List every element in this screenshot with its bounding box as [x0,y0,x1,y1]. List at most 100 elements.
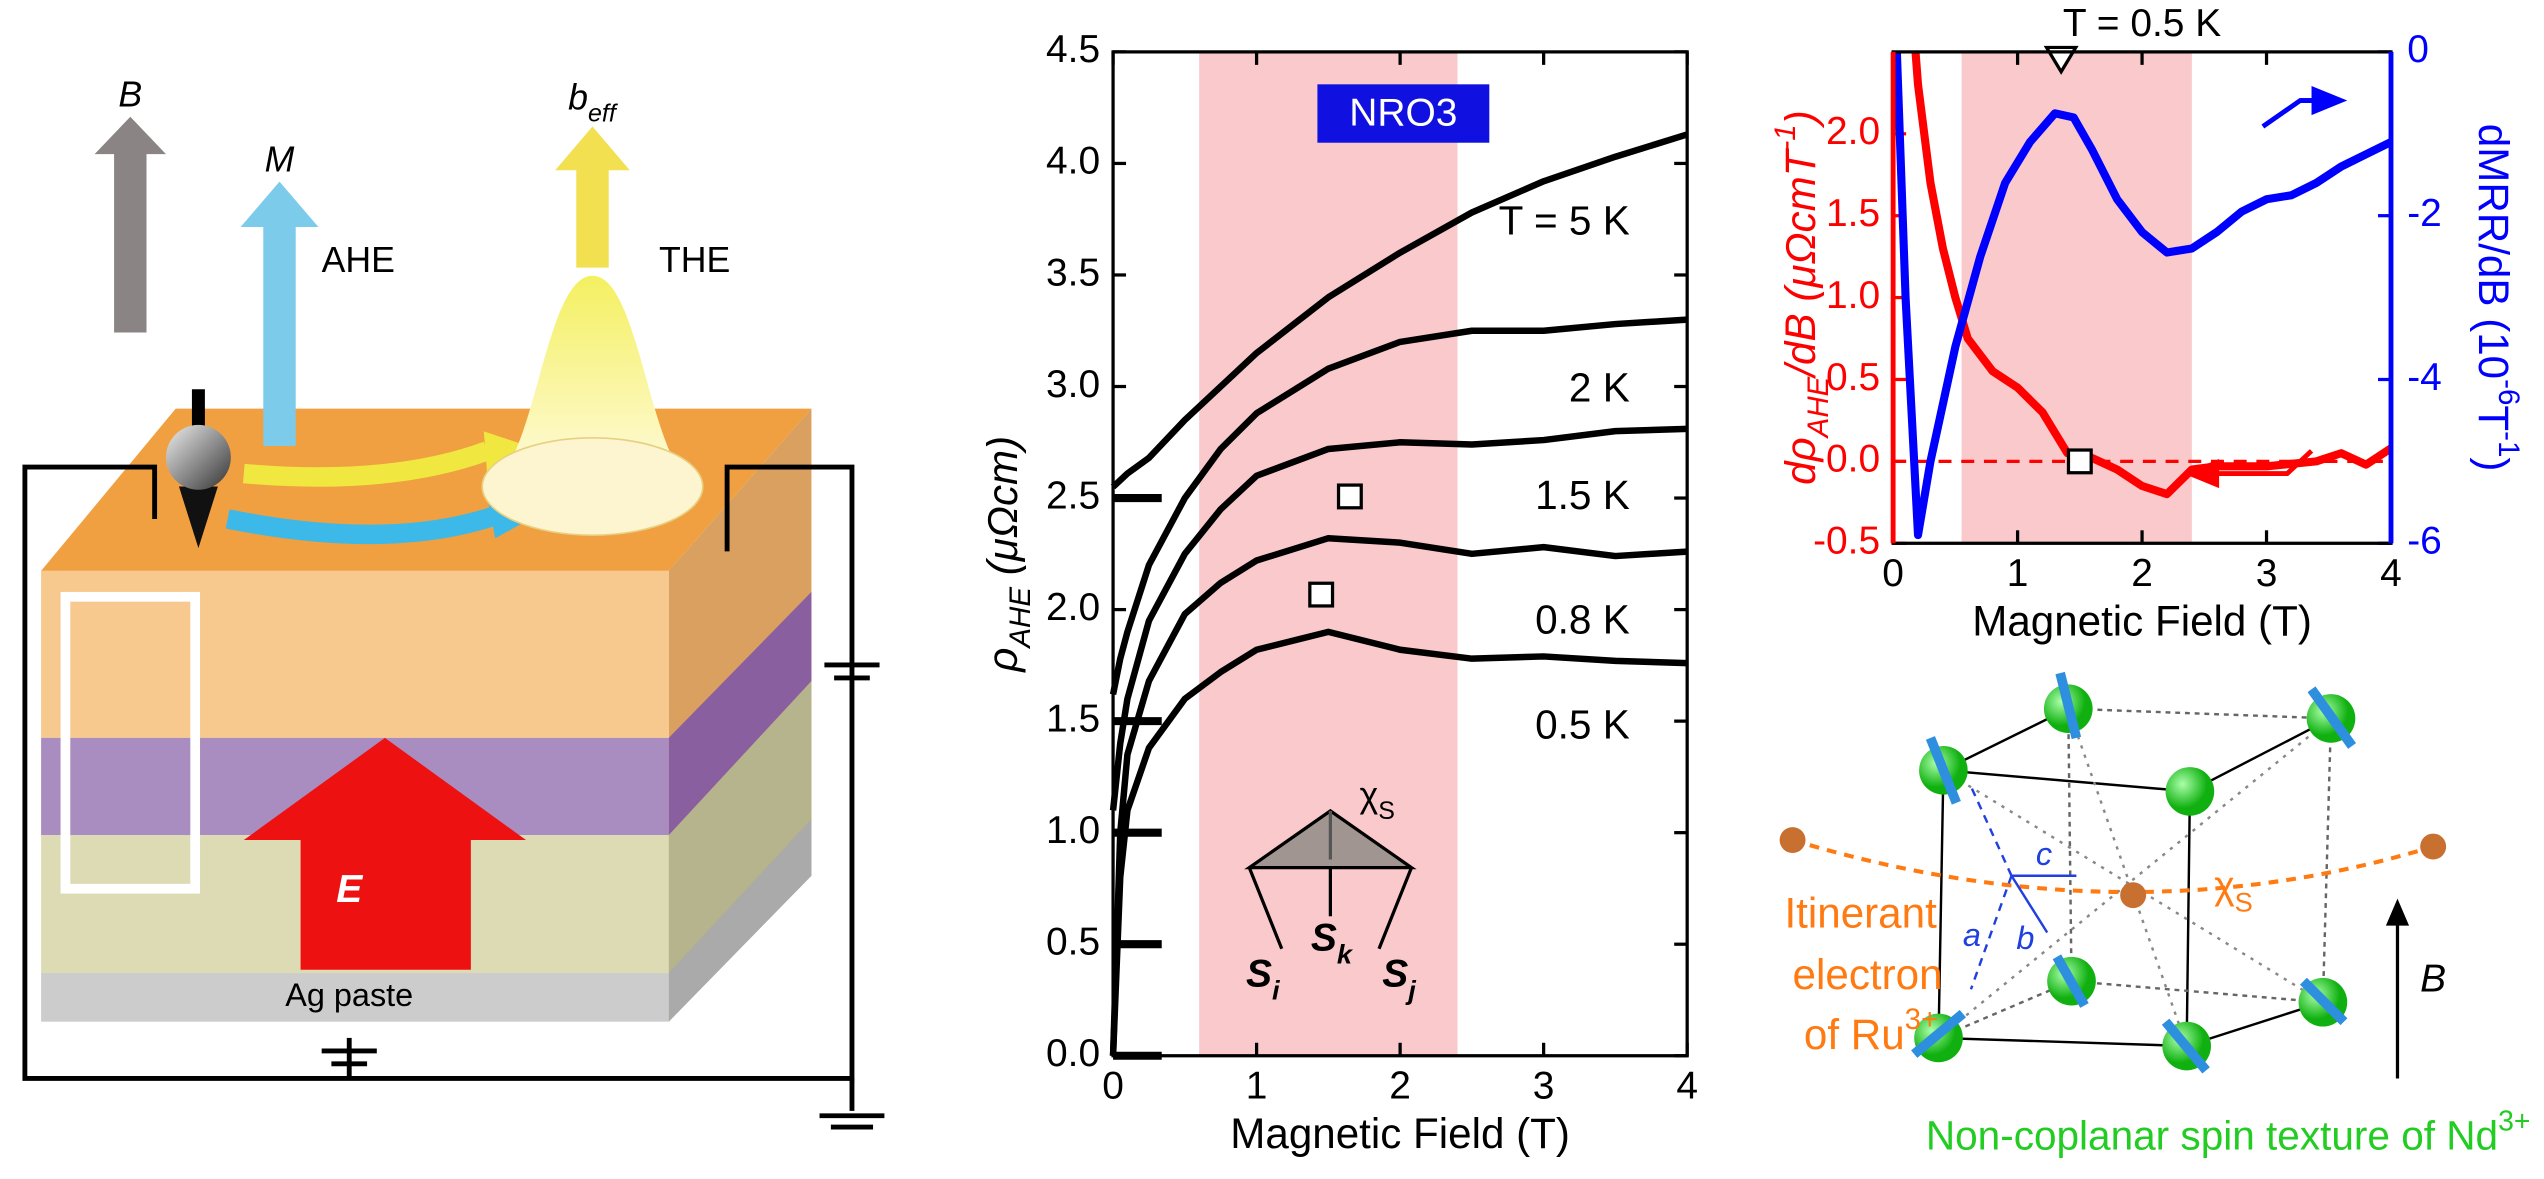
nd-atom [2166,767,2215,816]
text-part: -1 [2492,431,2525,457]
text-part: dMRR/dB (10 [2470,124,2517,379]
text-part: dρ [1777,437,1824,485]
device-diagram: B M AHE beff THE E Ag paste [25,75,885,1127]
m-arrow [241,182,319,446]
y2-tick-label: -2 [2407,192,2442,235]
c-label: c [2036,836,2052,872]
y2-tick-label: 0 [2407,28,2429,71]
y-tick-label: 3.5 [1046,251,1100,294]
x-axis-label: Magnetic Field (T) [1972,598,2312,645]
ahe-label: AHE [322,240,395,280]
figure: B M AHE beff THE E Ag paste 012340.00.51… [0,0,2544,1179]
text-part: Non-coplanar spin texture of Nd [1926,1112,2498,1158]
chi-label: χS [2214,865,2253,917]
text-part: -6 [2492,379,2525,405]
x-tick-label: 0 [1102,1064,1124,1107]
text-part: (μΩcm) [979,436,1026,587]
y-tick-label: 4.5 [1046,28,1100,71]
skyrmion [482,438,703,535]
y-tick-label: 1.0 [1826,274,1880,317]
y-axis-label: ρAHE (μΩcm) [979,436,1037,674]
y2-axis-label: dMRR/dB (10-6T-1) [2470,124,2525,472]
y-tick-label: 2.0 [1826,110,1880,153]
ru-electron [2420,834,2446,860]
y-tick-label: 0.0 [1826,438,1880,481]
y-tick-label: -0.5 [1813,520,1880,563]
itinerant-label: Itinerant [1784,889,1937,936]
y2-tick-label: -6 [2407,520,2442,563]
m-label: M [265,140,295,180]
text-part: χ [2214,865,2234,908]
arrow [2312,86,2348,115]
x-tick-label: 4 [2380,552,2402,595]
crystal-labels: Itinerant electron of Ru3+ χS a b c B No… [1784,836,2530,1158]
text-part: -1 [1769,124,1802,150]
text-part: ρ [979,648,1026,674]
series-label: 2 K [1569,365,1630,411]
y-tick-label: 2.0 [1046,586,1100,629]
electron-label: electron [1793,951,1943,998]
text-part: S [2235,886,2253,917]
series-label: 0.5 K [1535,702,1630,748]
text-part: of Ru [1804,1011,1905,1058]
arrow [2263,101,2317,127]
series-label: T = 5 K [1499,197,1630,243]
text-part: χ [1360,775,1379,815]
nro3-tag: NRO3 [1317,84,1489,142]
text-part: AHE [1004,587,1037,650]
cube-edge [1939,770,2190,1046]
y-tick-label: 1.5 [1826,192,1880,235]
x-tick-label: 1 [2007,552,2029,595]
b-arrow [95,117,166,333]
y-tick-label: 4.0 [1046,140,1100,183]
diagonal [1939,718,2331,1037]
x-tick-label: 1 [1246,1064,1268,1107]
text-part: eff [588,99,619,127]
caption: Non-coplanar spin texture of Nd3+ [1926,1105,2531,1158]
text-part: ) [2470,457,2517,471]
a-label: a [1963,917,1981,953]
y2-tick-label: -4 [2407,356,2442,399]
electron [166,425,231,490]
x-axis-label: Magnetic Field (T) [1230,1110,1570,1157]
vector [1971,787,2012,876]
sample-label: NRO3 [1349,91,1457,134]
e-label: E [336,868,363,911]
x-tick-label: 0 [1882,552,1904,595]
beff-arrow [555,126,630,267]
text-part: /dB (μΩcmT [1777,147,1824,379]
the-label: THE [659,240,730,280]
y-tick-label: 2.5 [1046,474,1100,517]
x-tick-label: 3 [2256,552,2278,595]
x-tick-label: 4 [1676,1064,1698,1107]
text-part: AHE [1802,376,1835,439]
electron-path [1793,840,2434,892]
x-tick-label: 2 [2131,552,2153,595]
axis-arrows [2183,86,2347,488]
ru-electron [1780,827,1806,853]
b-field-label: B [2420,957,2446,1000]
text-part: S [1382,953,1408,996]
beff-label: beff [568,78,619,127]
marker [2068,450,2091,473]
spins [1914,673,2352,1070]
marker [1310,583,1333,606]
series-label: 0.8 K [1535,597,1630,643]
cube-edge [2068,709,2331,1003]
text-part: 3+ [1905,1003,1939,1036]
b-arrow [2388,902,2407,925]
text-part: 3+ [2498,1105,2530,1137]
y-tick-label: 0.0 [1046,1032,1100,1075]
y-tick-label: 3.0 [1046,363,1100,406]
b-label: b [2016,920,2034,956]
y-tick-label: 1.0 [1046,809,1100,852]
y-tick-label: 1.5 [1046,697,1100,740]
marker [1339,485,1362,508]
shaded-region [1199,52,1457,1056]
series-label: 1.5 K [1535,472,1630,518]
text-part: S [1378,796,1395,824]
chart-derivative: 01234-0.50.00.51.01.52.0-6-4-20Magnetic … [1769,2,2524,644]
b-label: B [118,75,142,115]
x-tick-label: 2 [1389,1064,1411,1107]
